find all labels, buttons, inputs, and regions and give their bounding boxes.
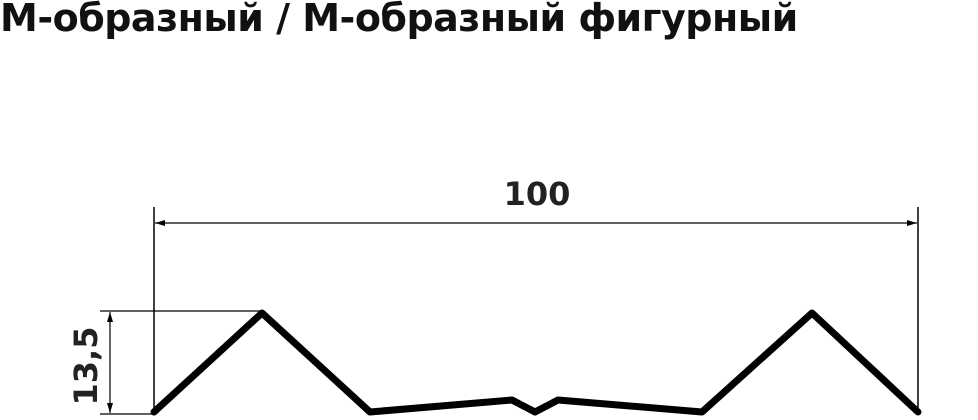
width-dimension-label: 100 <box>504 175 571 213</box>
m-profile-outline <box>150 309 922 416</box>
diagram-title: М-образный / М-образный фигурный <box>0 0 798 40</box>
height-dimension-label: 13,5 <box>67 327 105 406</box>
